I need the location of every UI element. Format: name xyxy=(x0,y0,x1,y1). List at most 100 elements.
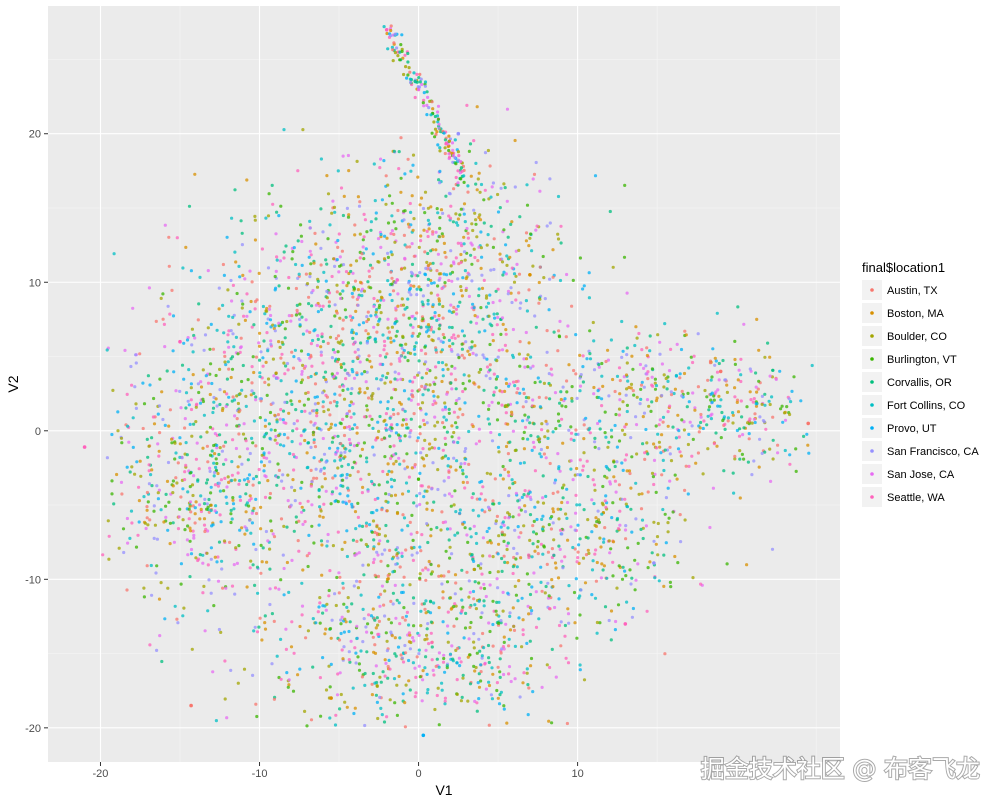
data-point xyxy=(502,523,506,528)
data-point xyxy=(635,395,639,399)
data-point xyxy=(346,387,350,391)
data-point xyxy=(477,599,481,603)
data-point xyxy=(735,428,740,433)
data-point xyxy=(215,404,219,408)
data-point xyxy=(423,80,428,84)
data-point xyxy=(314,303,318,307)
data-point xyxy=(342,426,347,430)
data-point xyxy=(353,233,357,237)
data-point xyxy=(542,276,546,280)
data-point xyxy=(629,436,633,440)
data-point xyxy=(490,697,494,701)
data-point xyxy=(534,532,539,536)
data-point xyxy=(338,255,342,259)
data-point xyxy=(517,579,521,583)
data-point xyxy=(508,614,512,619)
data-point xyxy=(379,245,383,249)
data-point xyxy=(407,316,411,320)
data-point xyxy=(666,410,670,414)
data-point xyxy=(799,399,803,403)
data-point xyxy=(407,679,411,683)
data-point xyxy=(487,197,491,201)
data-point xyxy=(422,104,426,108)
data-point xyxy=(426,323,431,327)
data-point xyxy=(443,401,447,405)
data-point xyxy=(403,256,407,260)
data-point xyxy=(406,359,410,363)
data-point xyxy=(652,442,656,446)
data-point xyxy=(715,444,719,448)
data-point xyxy=(110,432,114,437)
data-point xyxy=(338,671,342,675)
data-point xyxy=(410,334,414,338)
data-point xyxy=(425,260,429,264)
data-point xyxy=(230,460,234,464)
data-point xyxy=(365,650,369,654)
data-point xyxy=(253,625,257,629)
data-point xyxy=(390,557,394,561)
data-point xyxy=(316,279,320,283)
data-point xyxy=(174,389,178,393)
data-point xyxy=(321,339,325,344)
data-point xyxy=(533,469,538,473)
data-point xyxy=(442,653,446,657)
data-point xyxy=(505,263,509,267)
data-point xyxy=(411,272,415,276)
data-point xyxy=(267,422,271,426)
data-point xyxy=(495,359,499,363)
data-point xyxy=(347,373,351,377)
data-point xyxy=(464,447,468,451)
data-point xyxy=(354,332,358,336)
data-point xyxy=(253,307,257,311)
data-point xyxy=(519,531,523,535)
data-point xyxy=(107,557,111,561)
data-point xyxy=(188,526,192,530)
data-point xyxy=(496,287,500,291)
data-point xyxy=(315,408,319,412)
data-point xyxy=(521,387,526,391)
data-point xyxy=(649,409,653,413)
data-point xyxy=(411,661,415,665)
data-point xyxy=(475,651,479,655)
data-point xyxy=(204,481,209,485)
data-point xyxy=(386,371,390,375)
data-point xyxy=(309,262,313,266)
data-point xyxy=(402,72,406,77)
data-point xyxy=(335,575,339,580)
data-point xyxy=(620,428,625,432)
data-point xyxy=(460,169,464,173)
data-point xyxy=(487,683,492,688)
data-point xyxy=(675,342,679,346)
data-point xyxy=(152,536,156,541)
data-point xyxy=(394,388,398,392)
data-point xyxy=(389,494,394,498)
data-point xyxy=(257,481,261,485)
data-point xyxy=(459,177,463,181)
data-point xyxy=(710,400,714,404)
data-point xyxy=(276,434,281,438)
data-point xyxy=(432,446,437,450)
data-point xyxy=(410,262,415,266)
data-point xyxy=(504,272,508,276)
data-point xyxy=(564,656,568,660)
data-point xyxy=(645,609,649,613)
data-point xyxy=(806,421,810,426)
data-point xyxy=(251,563,255,567)
data-point xyxy=(491,502,495,506)
data-point xyxy=(669,459,674,463)
data-point xyxy=(485,305,489,309)
data-point xyxy=(558,401,562,405)
data-point xyxy=(523,365,527,369)
data-point xyxy=(336,169,340,173)
data-point xyxy=(541,552,545,556)
data-point xyxy=(356,470,360,474)
data-point xyxy=(292,246,296,250)
data-point xyxy=(377,542,381,546)
data-point xyxy=(634,578,638,582)
data-point xyxy=(282,420,286,425)
data-point xyxy=(374,217,378,221)
data-point xyxy=(523,504,527,508)
data-point xyxy=(377,619,381,624)
data-point xyxy=(386,251,390,255)
